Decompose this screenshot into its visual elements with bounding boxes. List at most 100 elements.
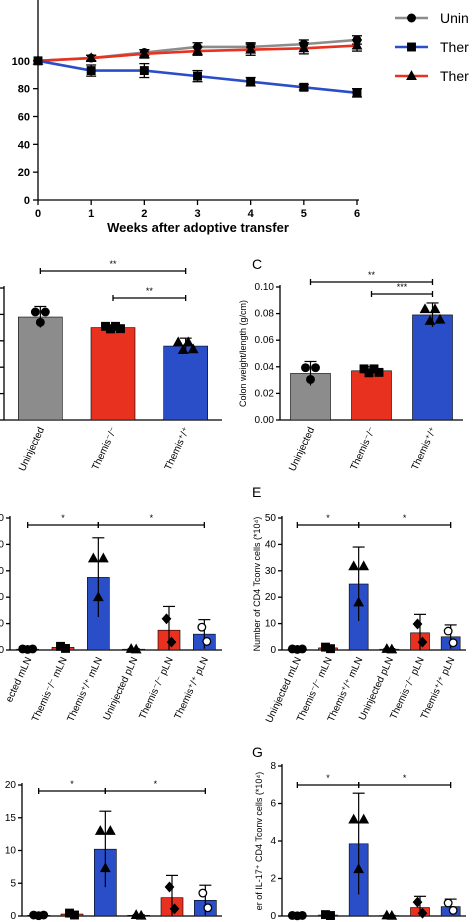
panel-c-y-tick-label: 0.02 (255, 388, 275, 399)
panel-g-datapoint (326, 911, 335, 920)
panel-a-x-tick-label: 4 (248, 208, 255, 220)
panel-a-point-2 (33, 56, 43, 66)
panel-a-x-tick-label: 3 (194, 208, 200, 220)
panel-e-datapoint (448, 638, 458, 648)
panel-c-y-label: Colon weight/length (g/cm) (238, 300, 248, 407)
panel-e-x-tick-label: Themis⁺/⁺ pLN (419, 656, 457, 722)
panel-a-point-2 (139, 66, 149, 76)
panel-a-y-tick-label: 40 (18, 139, 30, 151)
panel-g-y-tick-label: 4 (270, 836, 276, 847)
panel-e-datapoint (443, 626, 453, 636)
panel-a-xlabel: Weeks after adoptive transfer (107, 220, 289, 235)
panel-d-datapoint (161, 613, 172, 625)
panel-b-datapoint (182, 336, 194, 347)
panel-c-datapoint (424, 315, 436, 325)
panel-a-point-1 (245, 43, 257, 54)
panel-a-point-2 (246, 77, 256, 87)
legend-marker-1 (407, 42, 416, 52)
panel-d-datapoint (197, 622, 207, 632)
panel-a-point-2 (193, 71, 202, 81)
legend-marker-2 (406, 70, 417, 80)
panel-e-y-tick-label: 10 (265, 619, 277, 630)
panel-b-sig-label: ** (109, 259, 117, 269)
panel-b-x-tick-label: Themis⁺/⁺ (163, 426, 192, 472)
panel-g-datapoint (297, 910, 307, 920)
panel-b-bar (163, 345, 208, 421)
panel-b-datapoint (177, 344, 189, 354)
panel-a-point-2 (86, 66, 96, 76)
panel-f-y-tick-label: 15 (5, 813, 17, 824)
panel-d-x-tick-label: Themis⁺/⁺ pLN (173, 656, 211, 722)
panel-b-x-tick-label: Uninjected (17, 426, 47, 473)
panel-g-y-tick-label: 0 (270, 911, 276, 922)
panel-g-sig-label: * (403, 773, 407, 783)
panel-d-x-tick-label: Themis⁻/⁻ pLN (137, 656, 175, 722)
panel-a-point-2 (352, 88, 362, 98)
panel-b-bar (18, 316, 63, 421)
panel-f-datapoint (169, 903, 180, 915)
panel-g-datapoint (412, 896, 423, 908)
panel-d-y-tick-label: 0 (0, 645, 4, 656)
panel-d-y-tick-label: 30 (0, 566, 4, 577)
panel-a-point-1 (85, 52, 97, 62)
panel-f-datapoint (94, 825, 106, 835)
panel-f-y-tick-label: 0 (10, 911, 16, 922)
panel-a-point-1 (298, 42, 310, 53)
panel-c-y-tick-label: 0.06 (255, 335, 275, 346)
panel-e-y-tick-label: 0 (270, 645, 276, 656)
legend-label-2: Ther (440, 68, 469, 84)
panel-b-x-tick-label: Themis⁻/⁻ (90, 426, 119, 472)
panel-d-datapoint (130, 643, 142, 654)
panel-g-datapoint (386, 909, 398, 920)
panel-g-datapoint (417, 907, 428, 919)
panel-c-datapoint (311, 363, 320, 373)
panel-label-g: G (252, 744, 263, 760)
panel-c-y-tick-label: 0.04 (255, 362, 275, 373)
panel-d-y-tick-label: 40 (0, 539, 4, 550)
panel-d-y-tick-label: 10 (0, 619, 4, 630)
panel-c-datapoint (374, 367, 384, 377)
panel-c-y-tick-label: 0.10 (255, 282, 275, 293)
panel-e-datapoint (348, 560, 360, 571)
legend-label-0: Unin (440, 10, 469, 26)
panel-a-x-tick-label: 6 (354, 208, 360, 220)
panel-d-y-tick-label: 50 (0, 513, 4, 524)
panel-e-datapoint (412, 618, 423, 630)
panel-e-sig-label: * (326, 513, 330, 523)
panel-g-y-tick-label: 8 (270, 761, 276, 772)
panel-a-x-tick-label: 1 (88, 208, 94, 220)
panel-d-sig-label: * (150, 513, 154, 523)
panel-e-datapoint (326, 644, 335, 654)
panel-f-datapoint (70, 910, 79, 920)
panel-a-point-2 (299, 82, 309, 92)
panel-g-y-tick-label: 2 (270, 874, 276, 885)
panel-d-datapoint (28, 644, 38, 654)
panel-b-datapoint (40, 307, 50, 317)
panel-b-bar (90, 327, 136, 421)
panel-c-y-tick-label: 0.00 (255, 415, 275, 426)
panel-a-x-tick-label: 0 (35, 208, 41, 220)
panel-g-y-label: er of IL-17⁺ CD4 Tconv cells (*10⁴) (254, 772, 264, 911)
panel-e-y-tick-label: 20 (265, 592, 277, 603)
panel-f-y-tick-label: 5 (10, 878, 16, 889)
panel-e-y-label: Number of CD4 Tconv cells (*10⁴) (252, 517, 262, 652)
panel-label-c: C (252, 256, 262, 272)
panel-d-x-tick-label: ected mLN (4, 656, 34, 704)
legend-marker-0 (407, 13, 416, 23)
panel-c-sig-label: ** (368, 270, 376, 280)
panel-f-datapoint (39, 910, 49, 920)
panel-g-datapoint (448, 905, 458, 915)
panel-label-e: E (252, 484, 261, 500)
panel-g-datapoint (443, 898, 453, 908)
panel-b-datapoint (172, 336, 184, 347)
panel-e-y-tick-label: 50 (265, 513, 277, 524)
panel-a-y-tick-label: 0 (24, 195, 30, 207)
panel-a-point-1 (351, 39, 363, 50)
panel-f-y-tick-label: 10 (5, 846, 17, 857)
panel-g-datapoint (348, 813, 360, 824)
panel-c-datapoint (306, 374, 315, 384)
panel-d-x-tick-label: Uninjected pLN (102, 656, 141, 723)
panel-e-datapoint (417, 636, 428, 648)
panel-a-y-tick-label: 100 (12, 56, 30, 68)
panel-c-x-tick-label: Themis⁺/⁺ (410, 426, 439, 472)
